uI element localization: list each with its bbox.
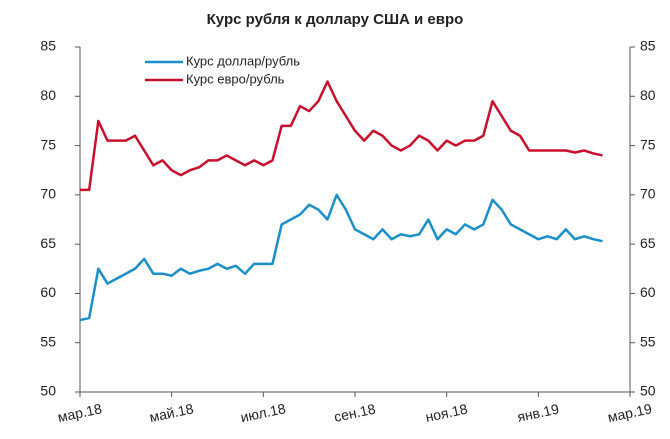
y-tick-label: 50 <box>40 383 56 399</box>
y-tick-label: 60 <box>40 284 56 300</box>
y2-tick-label: 55 <box>640 333 656 349</box>
y-tick-label: 55 <box>40 333 56 349</box>
chart-title: Курс рубля к доллару США и евро <box>207 11 464 28</box>
x-tick-label: май.18 <box>148 400 195 425</box>
y2-tick-label: 50 <box>640 383 656 399</box>
legend-label: Курс доллар/рубль <box>186 53 300 68</box>
y-tick-label: 85 <box>40 38 56 54</box>
x-tick-label: мар.18 <box>56 400 103 425</box>
y2-tick-label: 60 <box>640 284 656 300</box>
x-tick-label: ноя.18 <box>424 400 469 425</box>
y2-tick-label: 85 <box>640 38 656 54</box>
y2-tick-label: 75 <box>640 136 656 152</box>
y2-tick-label: 70 <box>640 186 656 202</box>
x-tick-label: сен.18 <box>333 400 378 424</box>
y2-tick-label: 80 <box>640 87 656 103</box>
y2-tick-label: 65 <box>640 235 656 251</box>
legend-label: Курс евро/рубль <box>186 71 285 86</box>
y-tick-label: 65 <box>40 235 56 251</box>
series-line <box>79 193 603 322</box>
y-tick-label: 80 <box>40 87 56 103</box>
x-tick-label: мар.19 <box>606 400 653 425</box>
y-tick-label: 75 <box>40 136 56 152</box>
y-tick-label: 70 <box>40 186 56 202</box>
x-tick-label: янв.19 <box>516 400 561 424</box>
series-line <box>80 80 603 192</box>
x-tick-label: июл.18 <box>239 400 287 425</box>
